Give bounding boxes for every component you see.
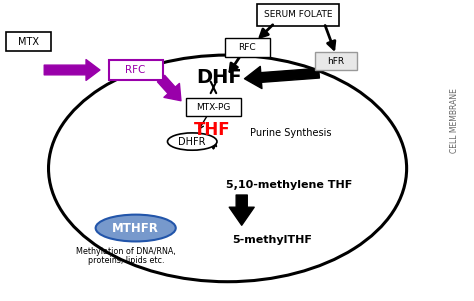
- Text: Methylation of DNA/RNA,: Methylation of DNA/RNA,: [76, 247, 176, 256]
- Text: CELL MEMBRANE: CELL MEMBRANE: [450, 88, 459, 153]
- FancyBboxPatch shape: [186, 98, 240, 116]
- Text: THF: THF: [194, 121, 231, 139]
- Text: proteins, lipids etc.: proteins, lipids etc.: [88, 256, 164, 265]
- Text: MTX-PG: MTX-PG: [196, 103, 231, 112]
- Text: MTHFR: MTHFR: [112, 222, 159, 234]
- FancyBboxPatch shape: [225, 38, 270, 57]
- Text: 5-methylTHF: 5-methylTHF: [232, 235, 312, 245]
- FancyBboxPatch shape: [109, 60, 163, 80]
- Text: SERUM FOLATE: SERUM FOLATE: [264, 10, 332, 19]
- Text: Purine Synthesis: Purine Synthesis: [250, 128, 332, 138]
- FancyBboxPatch shape: [6, 33, 51, 51]
- Text: DHFR: DHFR: [179, 137, 206, 147]
- Ellipse shape: [167, 133, 217, 150]
- Text: MTX: MTX: [18, 37, 39, 47]
- Text: hFR: hFR: [328, 57, 345, 66]
- Text: DHF: DHF: [196, 68, 242, 87]
- Text: 5,10-methylene THF: 5,10-methylene THF: [226, 180, 352, 190]
- FancyBboxPatch shape: [257, 4, 339, 26]
- FancyBboxPatch shape: [315, 52, 357, 70]
- Ellipse shape: [96, 215, 176, 241]
- Text: RFC: RFC: [238, 43, 256, 52]
- Text: RFC: RFC: [126, 65, 146, 75]
